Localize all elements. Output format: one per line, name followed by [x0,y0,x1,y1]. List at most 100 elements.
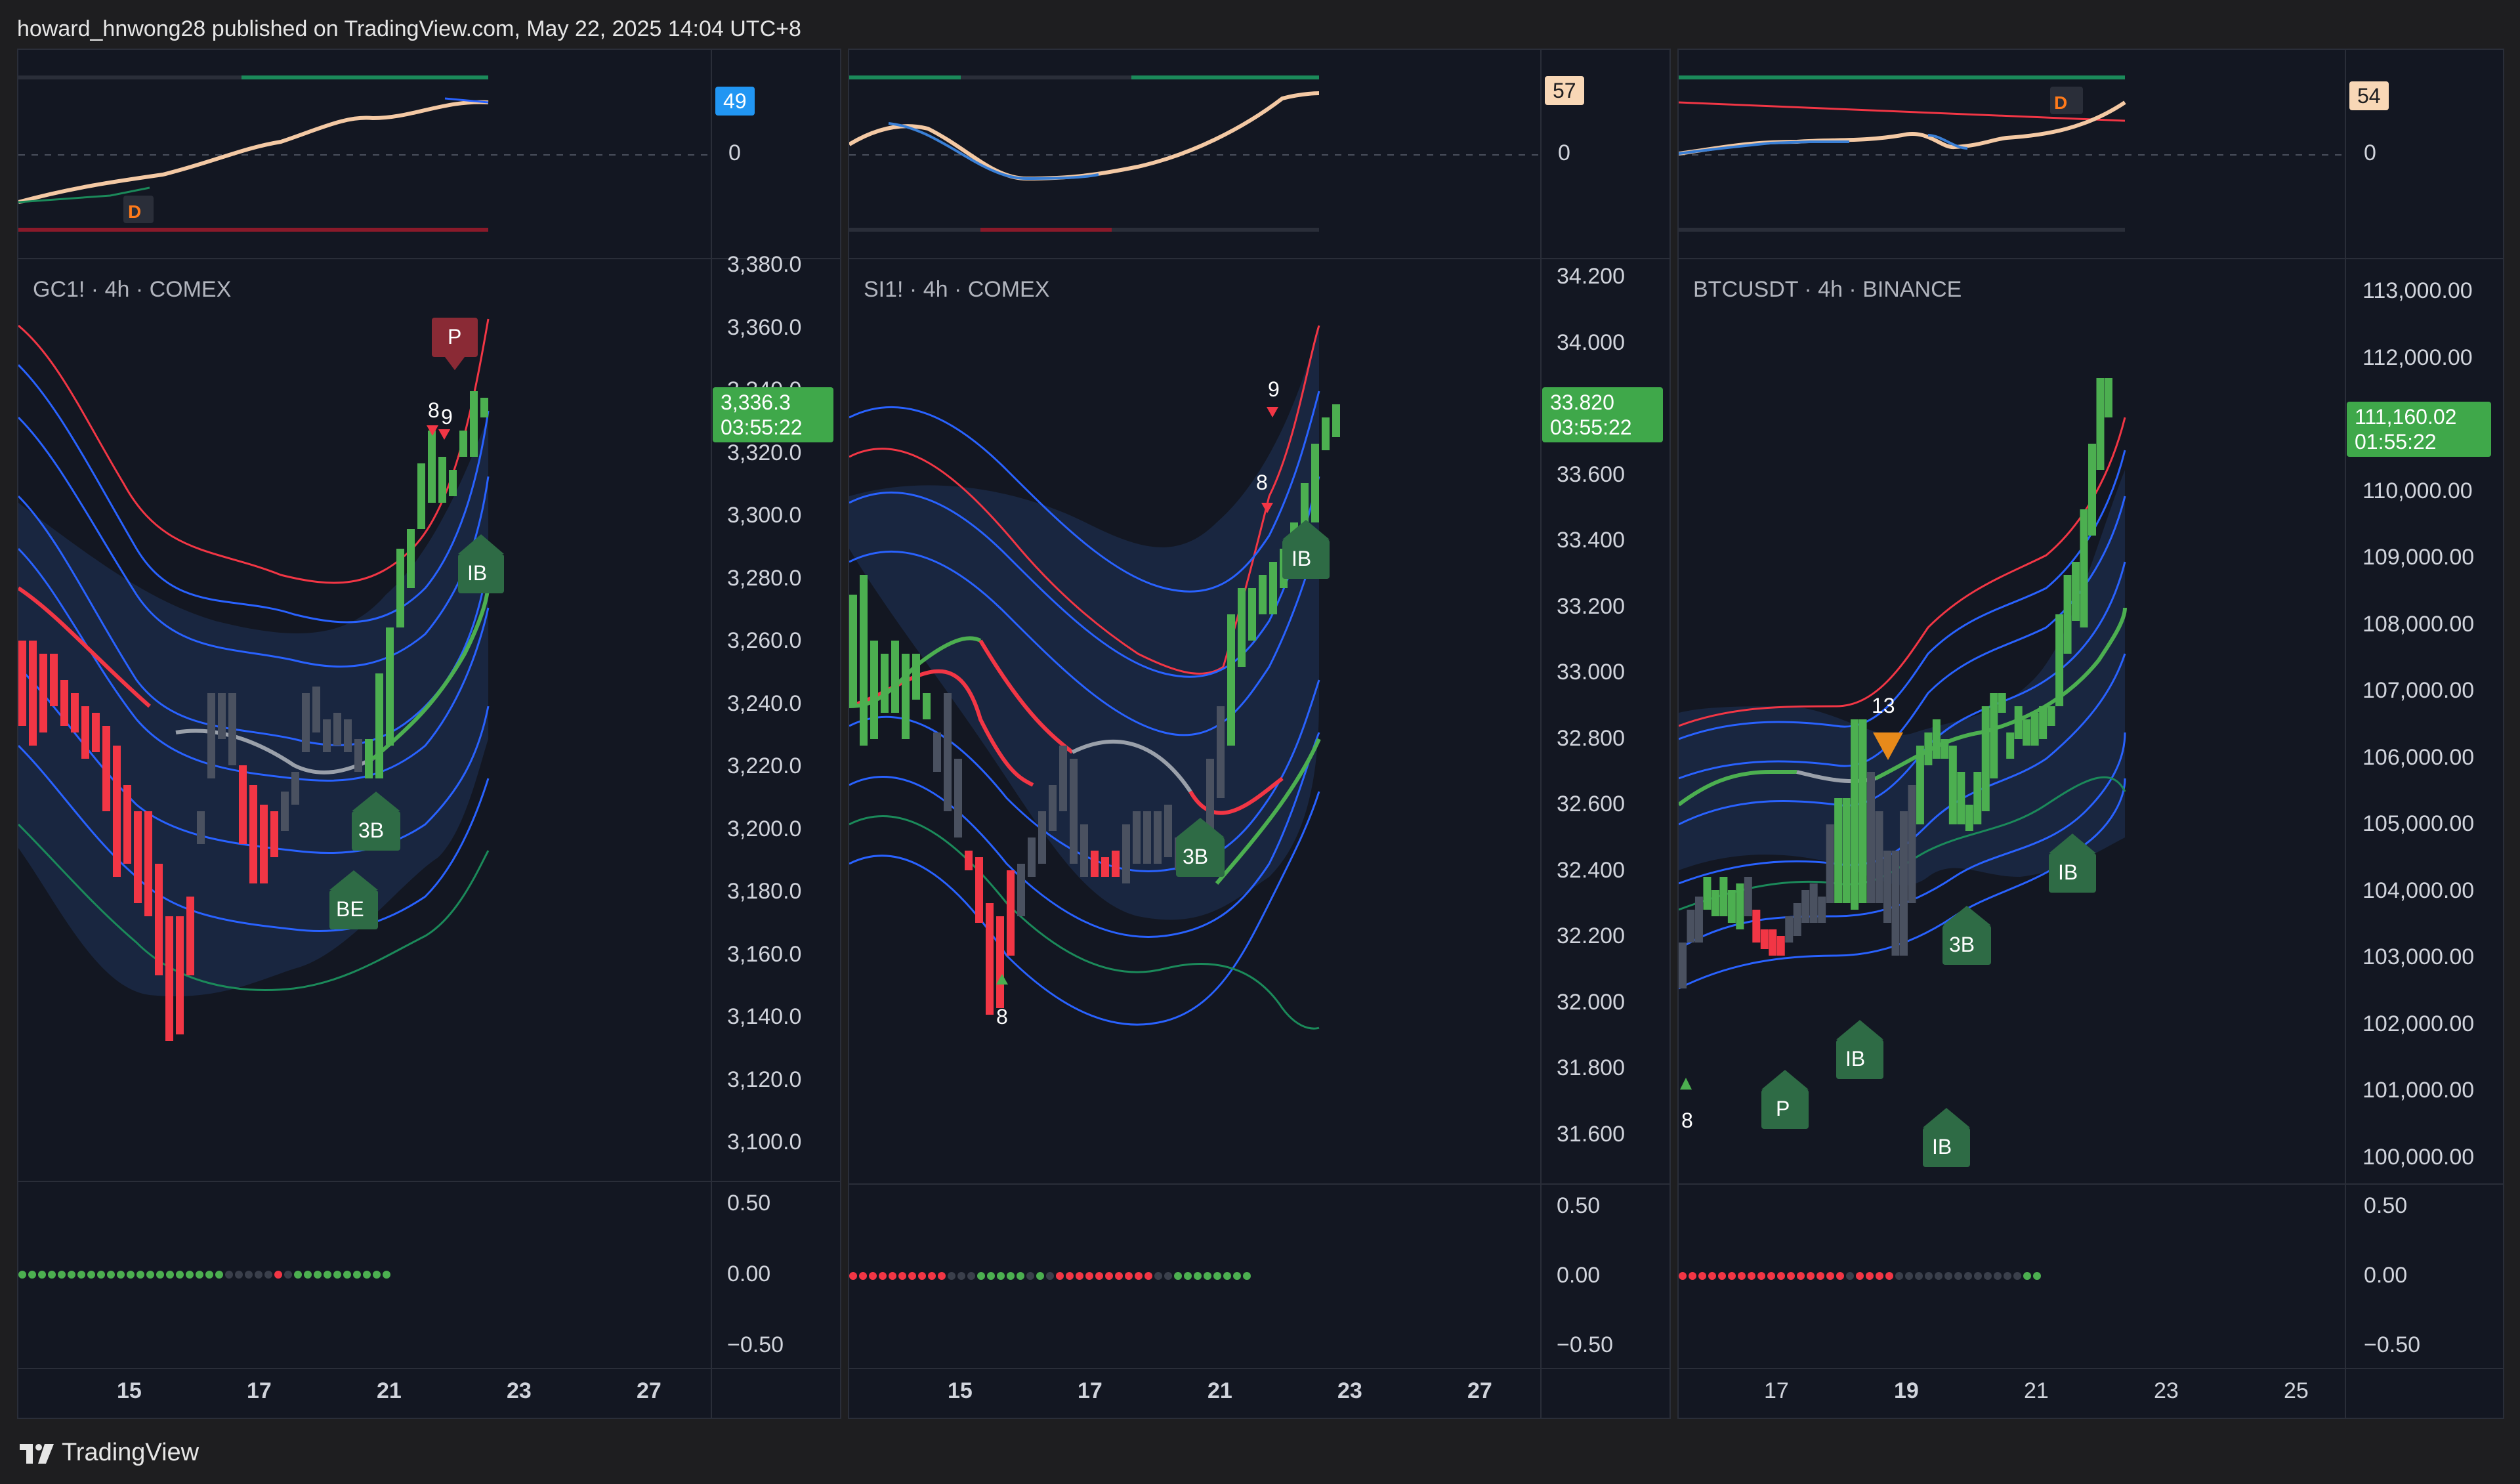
bar-countdown: 03:55:22 [1550,415,1632,439]
candle [1834,798,1843,903]
signal-dot [1174,1272,1182,1280]
d-marker: D [128,201,141,222]
signal-dot [1223,1272,1231,1280]
time-axis[interactable]: 15 17 21 23 27 [849,1368,1670,1418]
svg-text:IB: IB [467,561,487,585]
signal-dot [2004,1272,2011,1280]
chart-panel-btc[interactable]: D IB 3B IB IB P 13 8 BTCUSDT · 4h · BINA… [1677,49,2504,1419]
candle [1038,811,1046,864]
candle [923,693,931,719]
signal-dot [166,1271,174,1279]
marker-ib[interactable]: IB [1282,520,1330,579]
candle [1899,811,1908,956]
signal-dot [284,1271,292,1279]
marker-3b[interactable]: 3B [1942,906,1991,965]
chart-canvas[interactable]: D IB 3B IB IB P 13 8 [1679,50,2504,1419]
d-marker: D [2054,93,2067,113]
candle [2047,706,2055,726]
candle [2096,378,2105,470]
marker-ib[interactable]: IB [1923,1108,1970,1167]
marker-ib[interactable]: IB [2049,834,2096,893]
time-axis[interactable]: 17 19 21 23 25 [1679,1368,2503,1418]
price-tick: 34.200 [1557,264,1625,289]
time-axis[interactable]: 15 17 21 23 27 [18,1368,840,1418]
signal-dot [1046,1272,1054,1280]
candles [18,391,488,1041]
signal-dot [1125,1272,1133,1280]
candle [165,916,173,1041]
signal-dot [1243,1272,1251,1280]
signal-dot [898,1272,906,1280]
signal-dot [1076,1272,1083,1280]
marker-3b[interactable]: 3B [352,792,400,851]
marker-p[interactable]: P [1761,1070,1809,1129]
count-8: 8 [996,1005,1008,1028]
candle [2023,719,2031,746]
tradingview-logo-icon [20,1443,54,1464]
signal-dot [1036,1272,1044,1280]
signal-dot [196,1271,203,1279]
chart-canvas[interactable]: D P IB 3B BE 8 9 [18,50,841,1419]
candle [480,398,488,417]
signal-dot [1836,1272,1844,1280]
signal-dot [107,1271,115,1279]
price-tick: 107,000.00 [2362,678,2475,703]
signal-dot [18,1271,26,1279]
candle [1809,883,1818,923]
candle [102,726,110,811]
date-tick: 23 [2154,1378,2179,1403]
price-tag: 111,160.02 01:55:22 [2347,402,2491,457]
signal-dot [957,1272,965,1280]
candle [71,693,79,732]
osc-value-badge: 54 [2349,81,2389,110]
footer-brand: TradingView [20,1433,199,1472]
signal-dot [1876,1272,1883,1280]
price-tick: 33.200 [1557,593,1625,619]
candle [1957,772,1965,824]
candle [1981,706,1990,811]
price-tag: 33.820 03:55:22 [1542,387,1663,442]
chart-canvas[interactable]: IB 3B 8 9 8 [849,50,1671,1419]
price-tick: 3,220.0 [727,753,802,778]
price-tick: 3,160.0 [727,941,802,967]
signal-dot [264,1271,272,1279]
marker-be[interactable]: BE [329,870,378,929]
candle [144,811,152,916]
price-tick: 31.600 [1557,1121,1625,1147]
chart-panel-gold[interactable]: D P IB 3B BE 8 9 GC1! · 4h · COMEX 49 0 … [17,49,841,1419]
candle [1070,759,1078,864]
candle [1164,805,1172,857]
signal-dot [1026,1272,1034,1280]
candle [1826,824,1834,903]
candle [1752,910,1761,943]
marker-3b[interactable]: 3B [1176,818,1225,877]
candle [965,851,973,870]
svg-text:3B: 3B [1949,933,1975,956]
candle [239,765,247,844]
price-tick: 3,180.0 [727,879,802,904]
signal-dot [304,1271,312,1279]
candle [1679,943,1687,988]
osc-zero-label: 0 [1558,140,1570,165]
signal-dot [1213,1272,1221,1280]
marker-ib[interactable]: IB [1836,1020,1883,1079]
candle [1059,746,1067,811]
candle [1719,877,1728,916]
date-tick: 17 [1764,1378,1789,1403]
marker-ib[interactable]: IB [458,534,504,593]
chart-panel-silver[interactable]: IB 3B 8 9 8 SI1! · 4h · COMEX 57 0 34.20… [848,49,1671,1419]
candle [312,687,320,732]
candle [933,732,941,772]
signal-dot [1748,1272,1755,1280]
signal-dot [1017,1272,1024,1280]
price-tick: 33.400 [1557,528,1625,553]
candle [228,693,236,765]
signal-dot [869,1272,877,1280]
svg-text:P: P [448,325,461,349]
signal-dot [1738,1272,1746,1280]
marker-p[interactable]: P [432,318,478,370]
count-8: 8 [1681,1109,1693,1132]
price-tick: 101,000.00 [2362,1078,2475,1103]
price-tick: 32.400 [1557,857,1625,883]
candle [1965,805,1973,831]
